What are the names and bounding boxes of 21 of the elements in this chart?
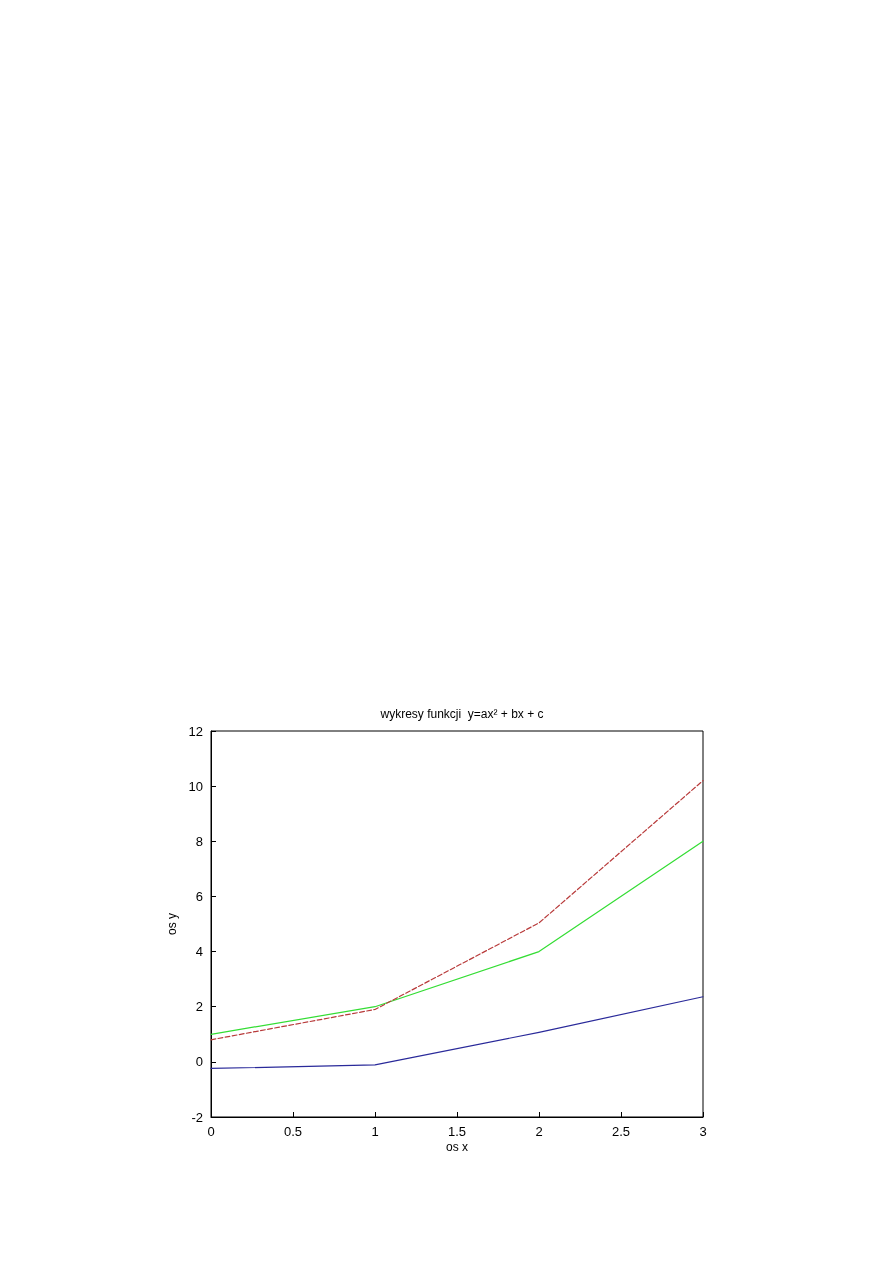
y-axis-title: os y bbox=[164, 912, 179, 936]
y-tick-label: 6 bbox=[195, 888, 203, 904]
x-tick-label: 0 bbox=[207, 1124, 215, 1139]
x-tick-label: 1.5 bbox=[447, 1124, 467, 1139]
y-tick-label: 0 bbox=[195, 1054, 203, 1070]
line-series bbox=[210, 780, 704, 1041]
chart-title: wykresy funkcji y=ax² + bx + c bbox=[379, 707, 544, 721]
line-series bbox=[210, 840, 704, 1035]
line-series bbox=[210, 996, 704, 1070]
x-tick-label: 3 bbox=[699, 1124, 707, 1139]
x-tick-label: 0.5 bbox=[283, 1124, 303, 1139]
x-tick-label: 2.5 bbox=[611, 1124, 631, 1139]
y-tick-label: 2 bbox=[195, 999, 203, 1015]
y-tick-label: 10 bbox=[188, 778, 203, 794]
x-tick-label: 2 bbox=[535, 1124, 543, 1139]
y-tick-label: 8 bbox=[195, 833, 203, 849]
x-axis-title: os x bbox=[445, 1140, 469, 1154]
y-tick-label: 4 bbox=[195, 944, 203, 960]
x-tick-label: 1 bbox=[371, 1124, 379, 1139]
y-tick-label: 12 bbox=[188, 723, 203, 739]
y-tick-label: -2 bbox=[191, 1109, 203, 1125]
